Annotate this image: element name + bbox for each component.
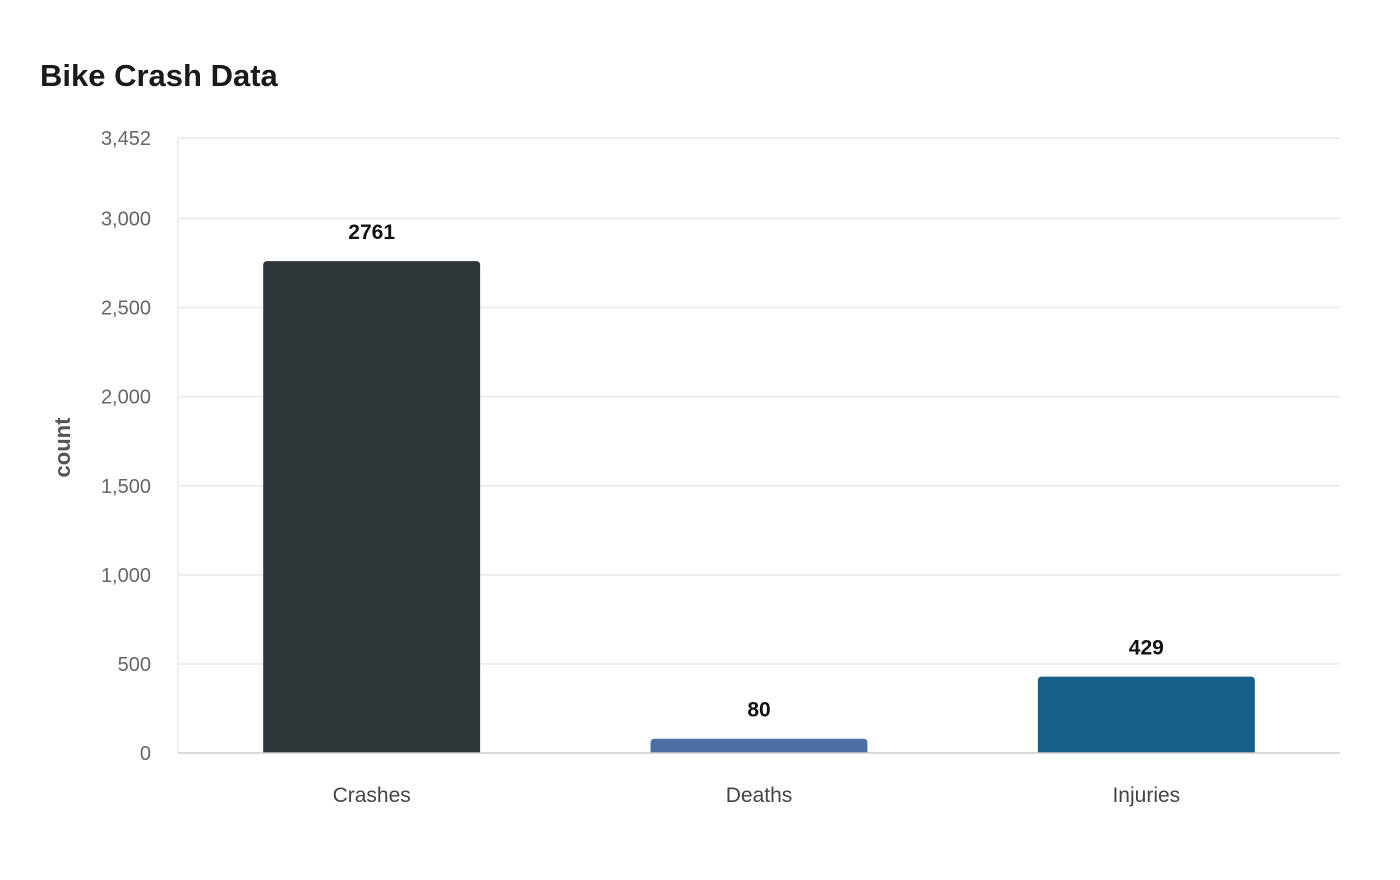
x-tick-label-crashes: Crashes (333, 784, 411, 807)
bar-deaths (650, 738, 868, 753)
y-tick-label: 500 (118, 654, 151, 676)
value-label-deaths: 80 (747, 699, 770, 722)
x-tick-label-deaths: Deaths (726, 784, 793, 807)
bar-injuries (1037, 676, 1255, 753)
y-tick-label: 1,500 (101, 476, 151, 498)
y-tick-label: 2,000 (101, 387, 151, 409)
y-axis-ticks: 0 500 1,000 1,500 2,000 2,500 3,000 3,452 (101, 128, 151, 765)
y-tick-label: 2,500 (101, 298, 151, 320)
y-tick-label: 1,000 (101, 565, 151, 587)
bar-crashes (263, 261, 481, 753)
bars (263, 261, 1255, 753)
value-label-injuries: 429 (1129, 637, 1164, 660)
x-tick-label-injuries: Injuries (1112, 784, 1180, 807)
y-tick-label: 0 (140, 743, 151, 765)
value-label-crashes: 2761 (348, 221, 395, 244)
y-axis-title: count (50, 417, 75, 478)
value-labels: 2761 80 429 (348, 221, 1164, 722)
y-tick-label: 3,000 (101, 209, 151, 231)
chart-title: Bike Crash Data (40, 58, 278, 93)
y-tick-label: 3,452 (101, 128, 151, 150)
x-axis-ticks: Crashes Deaths Injuries (333, 784, 1181, 807)
